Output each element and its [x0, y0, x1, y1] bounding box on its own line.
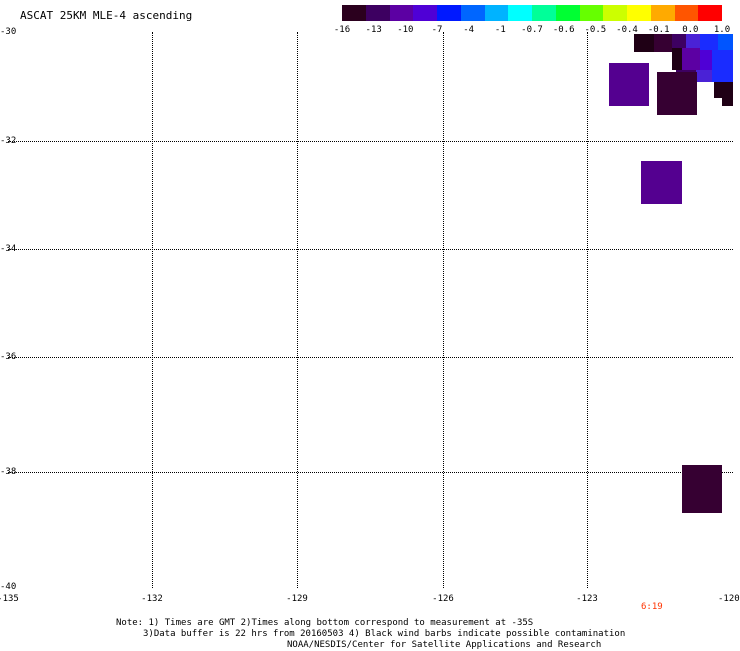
data-cell — [714, 82, 722, 98]
colorbar-tick-label: 0.0 — [682, 25, 699, 35]
data-cell — [712, 72, 733, 82]
data-cell — [657, 72, 697, 115]
grid-line-lon — [443, 32, 444, 588]
lat-label: -36 — [0, 352, 17, 362]
lat-label: -38 — [0, 467, 17, 477]
lon-label: -135 — [0, 594, 19, 604]
colorbar-segment — [603, 5, 627, 21]
colorbar — [342, 5, 722, 21]
colorbar-segment — [579, 5, 604, 21]
colorbar-tick-label: -0.4 — [616, 25, 638, 35]
colorbar-segment — [627, 5, 651, 21]
map-title: ASCAT 25KM MLE-4 ascending — [20, 9, 193, 22]
colorbar-segment — [698, 5, 722, 21]
colorbar-tick-label: -16 — [333, 25, 351, 35]
lon-label: -120 — [718, 594, 740, 604]
colorbar-segment — [484, 5, 509, 21]
data-cell — [641, 161, 682, 204]
note-line-2: 3)Data buffer is 22 hrs from 20160503 4)… — [143, 629, 626, 639]
colorbar-tick-label: -7 — [431, 25, 443, 35]
data-cell — [682, 48, 700, 70]
colorbar-tick-label: 1.0 — [713, 25, 731, 35]
colorbar-tick-label: -4 — [463, 25, 475, 35]
data-cell — [722, 82, 733, 106]
colorbar-segment — [508, 5, 532, 21]
data-cell — [700, 34, 718, 50]
data-cell — [672, 34, 686, 48]
colorbar-tick-label: -0.7 — [521, 25, 543, 35]
colorbar-tick-label: -10 — [397, 25, 414, 35]
grid-line-lat — [8, 357, 733, 358]
data-cell — [696, 70, 712, 82]
colorbar-tick-label: -13 — [365, 25, 382, 35]
lat-label: -34 — [0, 244, 17, 254]
data-cell — [634, 34, 654, 52]
colorbar-segment — [532, 5, 556, 21]
colorbar-segment — [413, 5, 437, 21]
colorbar-segment — [674, 5, 699, 21]
lat-label: -30 — [0, 27, 17, 37]
colorbar-tick-label: -1 — [494, 25, 506, 35]
swath-time: 6:19 — [641, 602, 663, 612]
data-cell — [712, 50, 733, 72]
grid-line-lon — [297, 32, 298, 588]
lon-label: -132 — [141, 594, 163, 604]
colorbar-segment — [437, 5, 461, 21]
grid-line-lon — [152, 32, 153, 588]
data-cell — [609, 63, 649, 106]
grid-line-lon — [587, 32, 588, 588]
colorbar-segment — [389, 5, 414, 21]
lon-label: -126 — [432, 594, 454, 604]
data-cell — [682, 465, 722, 513]
lat-label: -32 — [0, 136, 17, 146]
note-line-1: Note: 1) Times are GMT 2)Times along bot… — [116, 618, 534, 628]
colorbar-segment — [650, 5, 675, 21]
colorbar-segment — [365, 5, 390, 21]
colorbar-segment — [555, 5, 580, 21]
colorbar-segment — [342, 5, 366, 21]
colorbar-tick-label: -0.1 — [647, 25, 670, 35]
colorbar-tick-label: -0.5 — [584, 25, 607, 35]
data-cell — [672, 48, 682, 70]
lon-label: -129 — [286, 594, 308, 604]
colorbar-segment — [460, 5, 485, 21]
grid-line-lat — [8, 249, 733, 250]
colorbar-tick-label: -0.6 — [552, 25, 575, 35]
lon-label: -123 — [576, 594, 598, 604]
note-line-3: NOAA/NESDIS/Center for Satellite Applica… — [287, 640, 602, 650]
data-cell — [686, 34, 700, 48]
grid-line-lat — [8, 141, 733, 142]
grid-line-lat — [8, 472, 733, 473]
colorbar-ticks: -16 -13 -10 -7 -4 -1 -0.7 -0.6 -0.5 -0.4 -0.1 0.0 1.… — [334, 25, 730, 39]
data-cell — [654, 34, 672, 52]
lat-label: -40 — [0, 582, 17, 592]
data-cell — [718, 34, 733, 50]
